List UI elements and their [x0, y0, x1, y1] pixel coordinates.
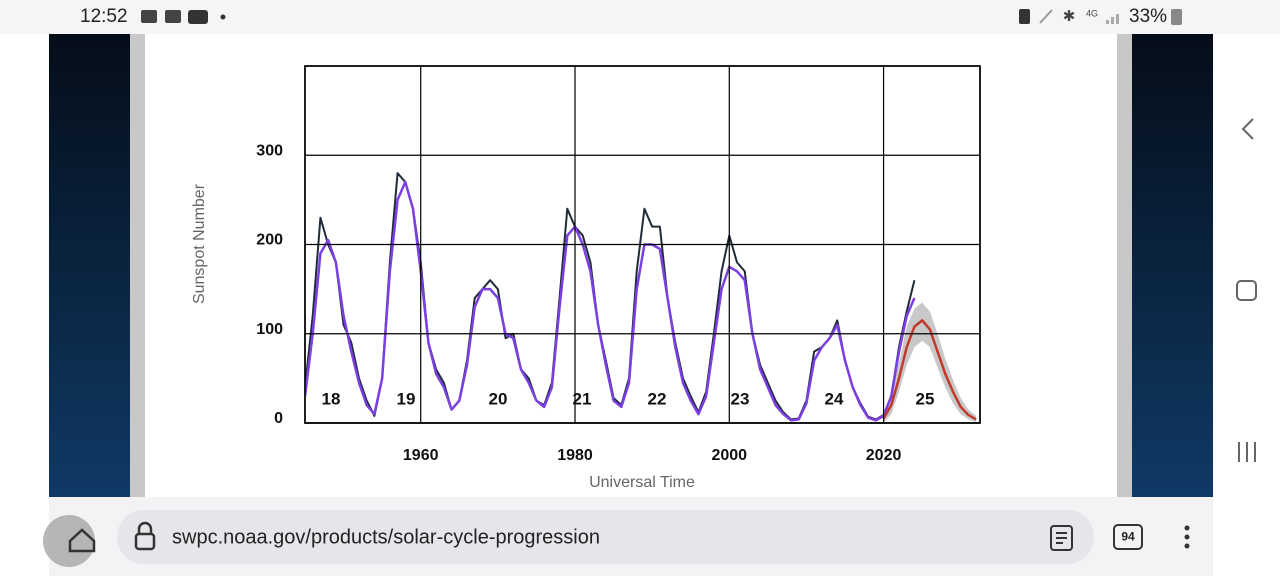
chart: Sunspot Number Universal Time 0 100 200 300… — [191, 65, 981, 491]
address-bar[interactable] — [117, 510, 1094, 564]
y-tick-label: 200 — [256, 232, 283, 249]
x-axis-label: Universal Time — [589, 474, 695, 491]
cycle-label: 25 — [916, 389, 935, 408]
dot-icon — [220, 14, 226, 20]
clock: 12:52 — [80, 6, 128, 27]
back-button[interactable] — [1241, 118, 1254, 140]
battery-icon — [1171, 9, 1182, 25]
cycle-label: 22 — [648, 389, 667, 408]
tab-count: 94 — [1121, 530, 1135, 544]
plot-border — [304, 65, 981, 424]
reader-button[interactable] — [1050, 525, 1073, 551]
cycle-label: 23 — [731, 389, 750, 408]
signal-icon — [1106, 14, 1119, 24]
y-axis-label: Sunspot Number — [191, 183, 208, 304]
cycle-label: 20 — [489, 389, 508, 408]
cycle-label: 21 — [573, 389, 592, 408]
x-tick-label: 1960 — [403, 447, 439, 464]
reader-lines — [1056, 532, 1067, 544]
cycle-label: 24 — [825, 389, 844, 408]
series-line — [882, 319, 977, 421]
lock-shackle — [137, 521, 153, 534]
status-bar — [0, 0, 1280, 34]
y-tick-label: 100 — [256, 321, 283, 338]
y-tick-label: 300 — [256, 142, 283, 159]
y-tick-label: 0 — [274, 410, 283, 427]
plot-layer — [305, 172, 977, 423]
series-line — [305, 180, 916, 422]
notification-icon — [165, 10, 181, 23]
lock-icon[interactable] — [134, 532, 156, 551]
cycle-label: 19 — [397, 389, 416, 408]
menu-button[interactable] — [1184, 525, 1190, 549]
pen-icon — [1039, 9, 1053, 24]
url[interactable]: swpc.noaa.gov/products/solar-cycle-progr… — [172, 526, 600, 548]
notification-icon — [141, 10, 157, 23]
youtube-icon — [188, 10, 208, 24]
x-tick-label: 2020 — [866, 447, 902, 464]
recents-button[interactable] — [1238, 442, 1256, 462]
battery-percent: 33% — [1129, 6, 1167, 27]
cycle-label: 18 — [322, 389, 341, 408]
bluetooth-icon: ✱ — [1063, 8, 1076, 25]
x-tick-label: 2000 — [711, 447, 747, 464]
home-button[interactable] — [68, 528, 96, 553]
x-tick-label: 1980 — [557, 447, 593, 464]
alarm-icon — [1019, 9, 1030, 24]
network-type: 4G — [1086, 8, 1098, 18]
home-nav-button[interactable] — [1236, 280, 1257, 301]
tabs-button[interactable] — [1113, 524, 1143, 550]
